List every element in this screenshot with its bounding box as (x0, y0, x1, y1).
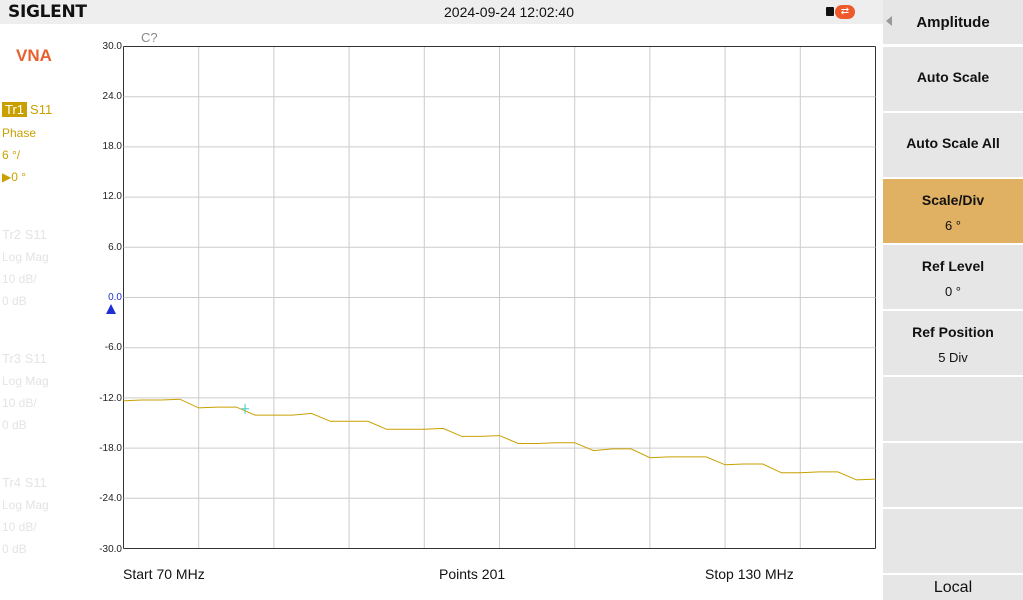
ref-position-button[interactable]: Ref Position 5 Div (883, 311, 1023, 375)
scale-div-button[interactable]: Scale/Div 6 ° (883, 179, 1023, 243)
menu-title[interactable]: Amplitude (883, 0, 1023, 44)
softkey-menu: Amplitude Auto Scale Auto Scale All Scal… (883, 0, 1023, 600)
lock-icon (826, 7, 834, 16)
y-tick-label: -18.0 (99, 443, 122, 454)
trace-4-scale: 10 dB/ (2, 520, 37, 534)
button-value: 0 ° (944, 284, 962, 299)
top-status-bar: SIGLENT 2024-09-24 12:02:40 ⇄ (0, 0, 883, 24)
auto-scale-all-button[interactable]: Auto Scale All (883, 113, 1023, 177)
brand-logo: SIGLENT (8, 2, 87, 22)
ref-marker-symbol: ▶ (2, 170, 12, 184)
trace-2-ref: 0 dB (2, 294, 27, 308)
y-tick-label: -12.0 (99, 393, 122, 404)
ref-level-button[interactable]: Ref Level 0 ° (883, 245, 1023, 309)
y-tick-label: 12.0 (102, 191, 122, 202)
trace-2-param: S11 (24, 227, 47, 242)
trace-1-scale: 6 °/ (2, 148, 21, 162)
back-arrow-icon[interactable] (886, 16, 892, 26)
trace-2-scale: 10 dB/ (2, 272, 37, 286)
trace-2-format: Log Mag (2, 250, 49, 264)
trace-3-scale: 10 dB/ (2, 396, 37, 410)
empty-softkey[interactable] (883, 443, 1023, 507)
local-button[interactable]: Local (883, 575, 1023, 600)
y-tick-label: 6.0 (108, 242, 122, 253)
trace-4-format: Log Mag (2, 498, 49, 512)
button-value: 6 ° (944, 218, 962, 233)
usb-icon: ⇄ (835, 5, 855, 19)
trace-2-header[interactable]: Tr2 S11 (2, 227, 47, 242)
button-label: Scale/Div (921, 192, 985, 208)
y-tick-label: 24.0 (102, 91, 122, 102)
trace-1-ref: ▶0 ° (2, 170, 26, 184)
trace-1-id: Tr1 (2, 102, 28, 117)
trace-1-param: S11 (30, 102, 53, 117)
y-tick-label: 18.0 (102, 141, 122, 152)
ref-level-arrow-icon[interactable] (106, 304, 116, 314)
auto-scale-button[interactable]: Auto Scale (883, 47, 1023, 111)
button-label: Auto Scale All (906, 135, 1000, 151)
trace-1-line (123, 398, 876, 481)
button-label: Ref Position (912, 324, 994, 340)
empty-softkey[interactable] (883, 377, 1023, 441)
y-tick-label-ref: 0.0 (108, 292, 122, 303)
y-tick-label: -30.0 (99, 544, 122, 555)
trace-2-id: Tr2 (2, 227, 22, 242)
empty-softkey[interactable] (883, 509, 1023, 573)
trace-1-ref-value: 0 ° (11, 170, 27, 184)
start-frequency[interactable]: Start 70 MHz (123, 566, 205, 582)
trace-3-id: Tr3 (2, 351, 22, 366)
stop-frequency[interactable]: Stop 130 MHz (705, 566, 794, 582)
datetime: 2024-09-24 12:02:40 (444, 4, 574, 20)
trace-panel: VNA Tr1 S11 Phase 6 °/ ▶0 ° Tr2 S11 Log M… (0, 24, 122, 600)
calibration-status: C? (141, 30, 158, 45)
trace-1-header[interactable]: Tr1 S11 (2, 102, 52, 117)
trace-4-param: S11 (24, 475, 47, 490)
y-tick-label: -24.0 (99, 493, 122, 504)
trace-4-id: Tr4 (2, 475, 22, 490)
trace-4-header[interactable]: Tr4 S11 (2, 475, 47, 490)
trace-3-param: S11 (24, 351, 47, 366)
trace-plot[interactable] (123, 46, 876, 549)
sweep-points[interactable]: Points 201 (439, 566, 506, 582)
trace-1-format: Phase (2, 126, 37, 140)
trace-3-format: Log Mag (2, 374, 49, 388)
button-value: 5 Div (938, 350, 968, 365)
y-tick-label: -6.0 (104, 342, 122, 353)
sweep-info-bar: Start 70 MHz Points 201 Stop 130 MHz (0, 565, 883, 585)
y-tick-label: 30.0 (102, 41, 122, 52)
button-label: Ref Level (921, 258, 985, 274)
trace-4-ref: 0 dB (2, 542, 27, 556)
button-label: Auto Scale (916, 69, 990, 85)
trace-3-header[interactable]: Tr3 S11 (2, 351, 47, 366)
menu-title-label: Amplitude (916, 14, 990, 31)
trace-3-ref: 0 dB (2, 418, 27, 432)
status-icons: ⇄ (826, 5, 856, 19)
mode-label: VNA (16, 46, 52, 65)
